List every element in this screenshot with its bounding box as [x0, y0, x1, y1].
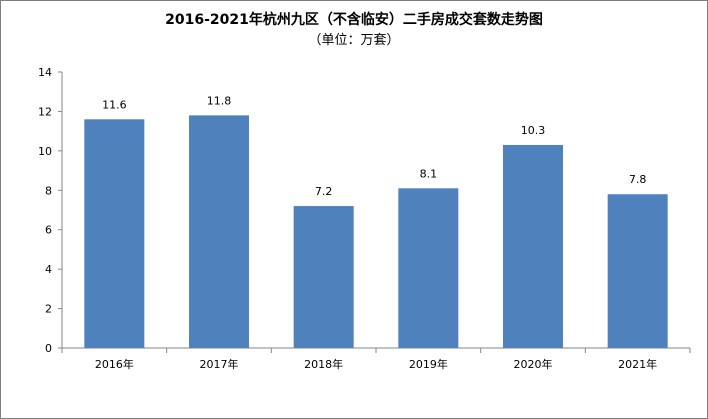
y-tick-label: 2	[45, 303, 52, 316]
y-tick-label: 4	[45, 263, 52, 276]
y-tick-label: 12	[38, 105, 52, 118]
x-tick-label: 2017年	[200, 357, 239, 371]
bar	[189, 115, 249, 348]
y-tick-label: 10	[38, 145, 52, 158]
bar	[293, 206, 354, 348]
data-label: 8.1	[420, 167, 438, 180]
plot-area: 0 2 4 6 8 10 12 14 11.6 2016年 11.8 2017年 7.2 2018年 8.1…	[38, 66, 691, 371]
x-tick-label: 2016年	[95, 357, 134, 371]
x-tick-label: 2020年	[514, 357, 553, 371]
bar	[398, 188, 459, 348]
bar	[607, 194, 668, 348]
y-tick-label: 8	[45, 184, 52, 197]
data-label: 10.3	[521, 124, 546, 137]
chart-subtitle: （单位：万套）	[308, 33, 400, 48]
data-label: 7.8	[629, 173, 647, 186]
x-tick-label: 2021年	[618, 357, 657, 371]
y-tick-label: 14	[38, 66, 52, 79]
data-label: 11.6	[102, 98, 127, 111]
y-tick-label: 0	[45, 342, 52, 355]
chart-title: 2016-2021年杭州九区（不含临安）二手房成交套数走势图	[165, 12, 543, 28]
y-tick-label: 6	[45, 224, 52, 237]
x-tick-label: 2018年	[304, 357, 343, 371]
bar	[84, 119, 145, 348]
data-label: 7.2	[315, 185, 333, 198]
data-label: 11.8	[207, 94, 232, 107]
x-tick-label: 2019年	[409, 357, 448, 371]
bar	[503, 144, 563, 348]
